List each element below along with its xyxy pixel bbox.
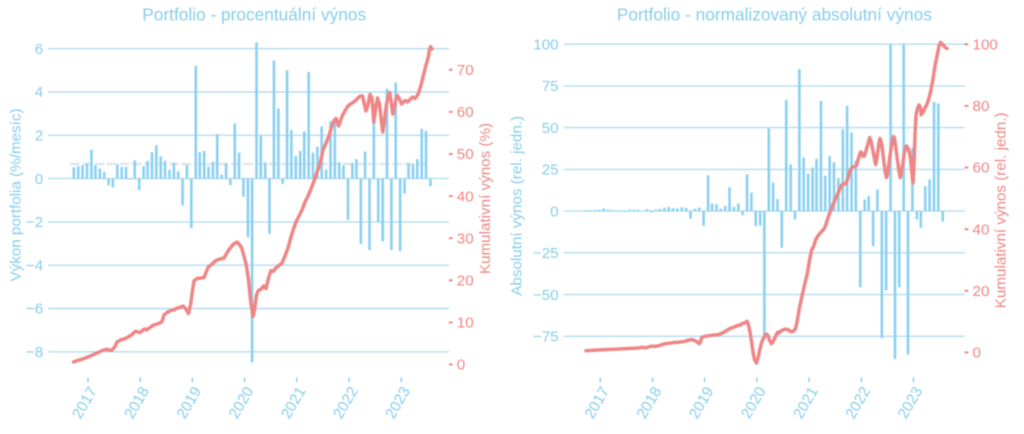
svg-text:4: 4 (35, 84, 43, 101)
svg-text:6: 6 (35, 41, 43, 58)
svg-text:50: 50 (457, 146, 474, 163)
svg-text:Portfolio - normalizovaný abso: Portfolio - normalizovaný absolutní výno… (617, 5, 932, 25)
svg-text:50: 50 (542, 120, 559, 137)
svg-text:−8: −8 (26, 344, 43, 361)
svg-text:Portfolio - procentuální výnos: Portfolio - procentuální výnos (142, 5, 366, 25)
svg-text:70: 70 (457, 62, 474, 79)
svg-text:25: 25 (542, 162, 559, 179)
svg-text:20: 20 (457, 273, 474, 290)
svg-text:−75: −75 (533, 329, 559, 346)
svg-text:75: 75 (542, 78, 559, 95)
svg-text:Výkon portfolia (%/mesíc): Výkon portfolia (%/mesíc) (8, 108, 25, 281)
svg-text:60: 60 (457, 104, 474, 121)
svg-text:30: 30 (457, 230, 474, 247)
svg-text:2: 2 (35, 128, 43, 145)
svg-text:100: 100 (973, 37, 998, 54)
svg-text:−6: −6 (26, 301, 43, 318)
svg-text:60: 60 (973, 160, 990, 177)
svg-text:0: 0 (550, 203, 558, 220)
svg-text:40: 40 (973, 221, 990, 238)
svg-text:80: 80 (973, 98, 990, 115)
svg-text:0: 0 (457, 357, 465, 374)
svg-text:−4: −4 (26, 257, 43, 274)
svg-text:−2: −2 (26, 214, 43, 231)
svg-text:Absolutní výnos (rel. jedn.): Absolutní výnos (rel. jedn.) (508, 116, 525, 296)
svg-text:0: 0 (35, 171, 43, 188)
svg-text:Kumulativní výnos (rel. jedn.): Kumulativní výnos (rel. jedn.) (993, 112, 1010, 308)
svg-text:40: 40 (457, 188, 474, 205)
svg-text:−50: −50 (533, 287, 559, 304)
svg-text:0: 0 (973, 345, 981, 362)
svg-text:20: 20 (973, 283, 990, 300)
svg-text:100: 100 (533, 36, 558, 53)
svg-text:Kumulativní výnos (%): Kumulativní výnos (%) (477, 123, 494, 274)
svg-text:10: 10 (457, 315, 474, 332)
svg-text:−25: −25 (533, 245, 559, 262)
